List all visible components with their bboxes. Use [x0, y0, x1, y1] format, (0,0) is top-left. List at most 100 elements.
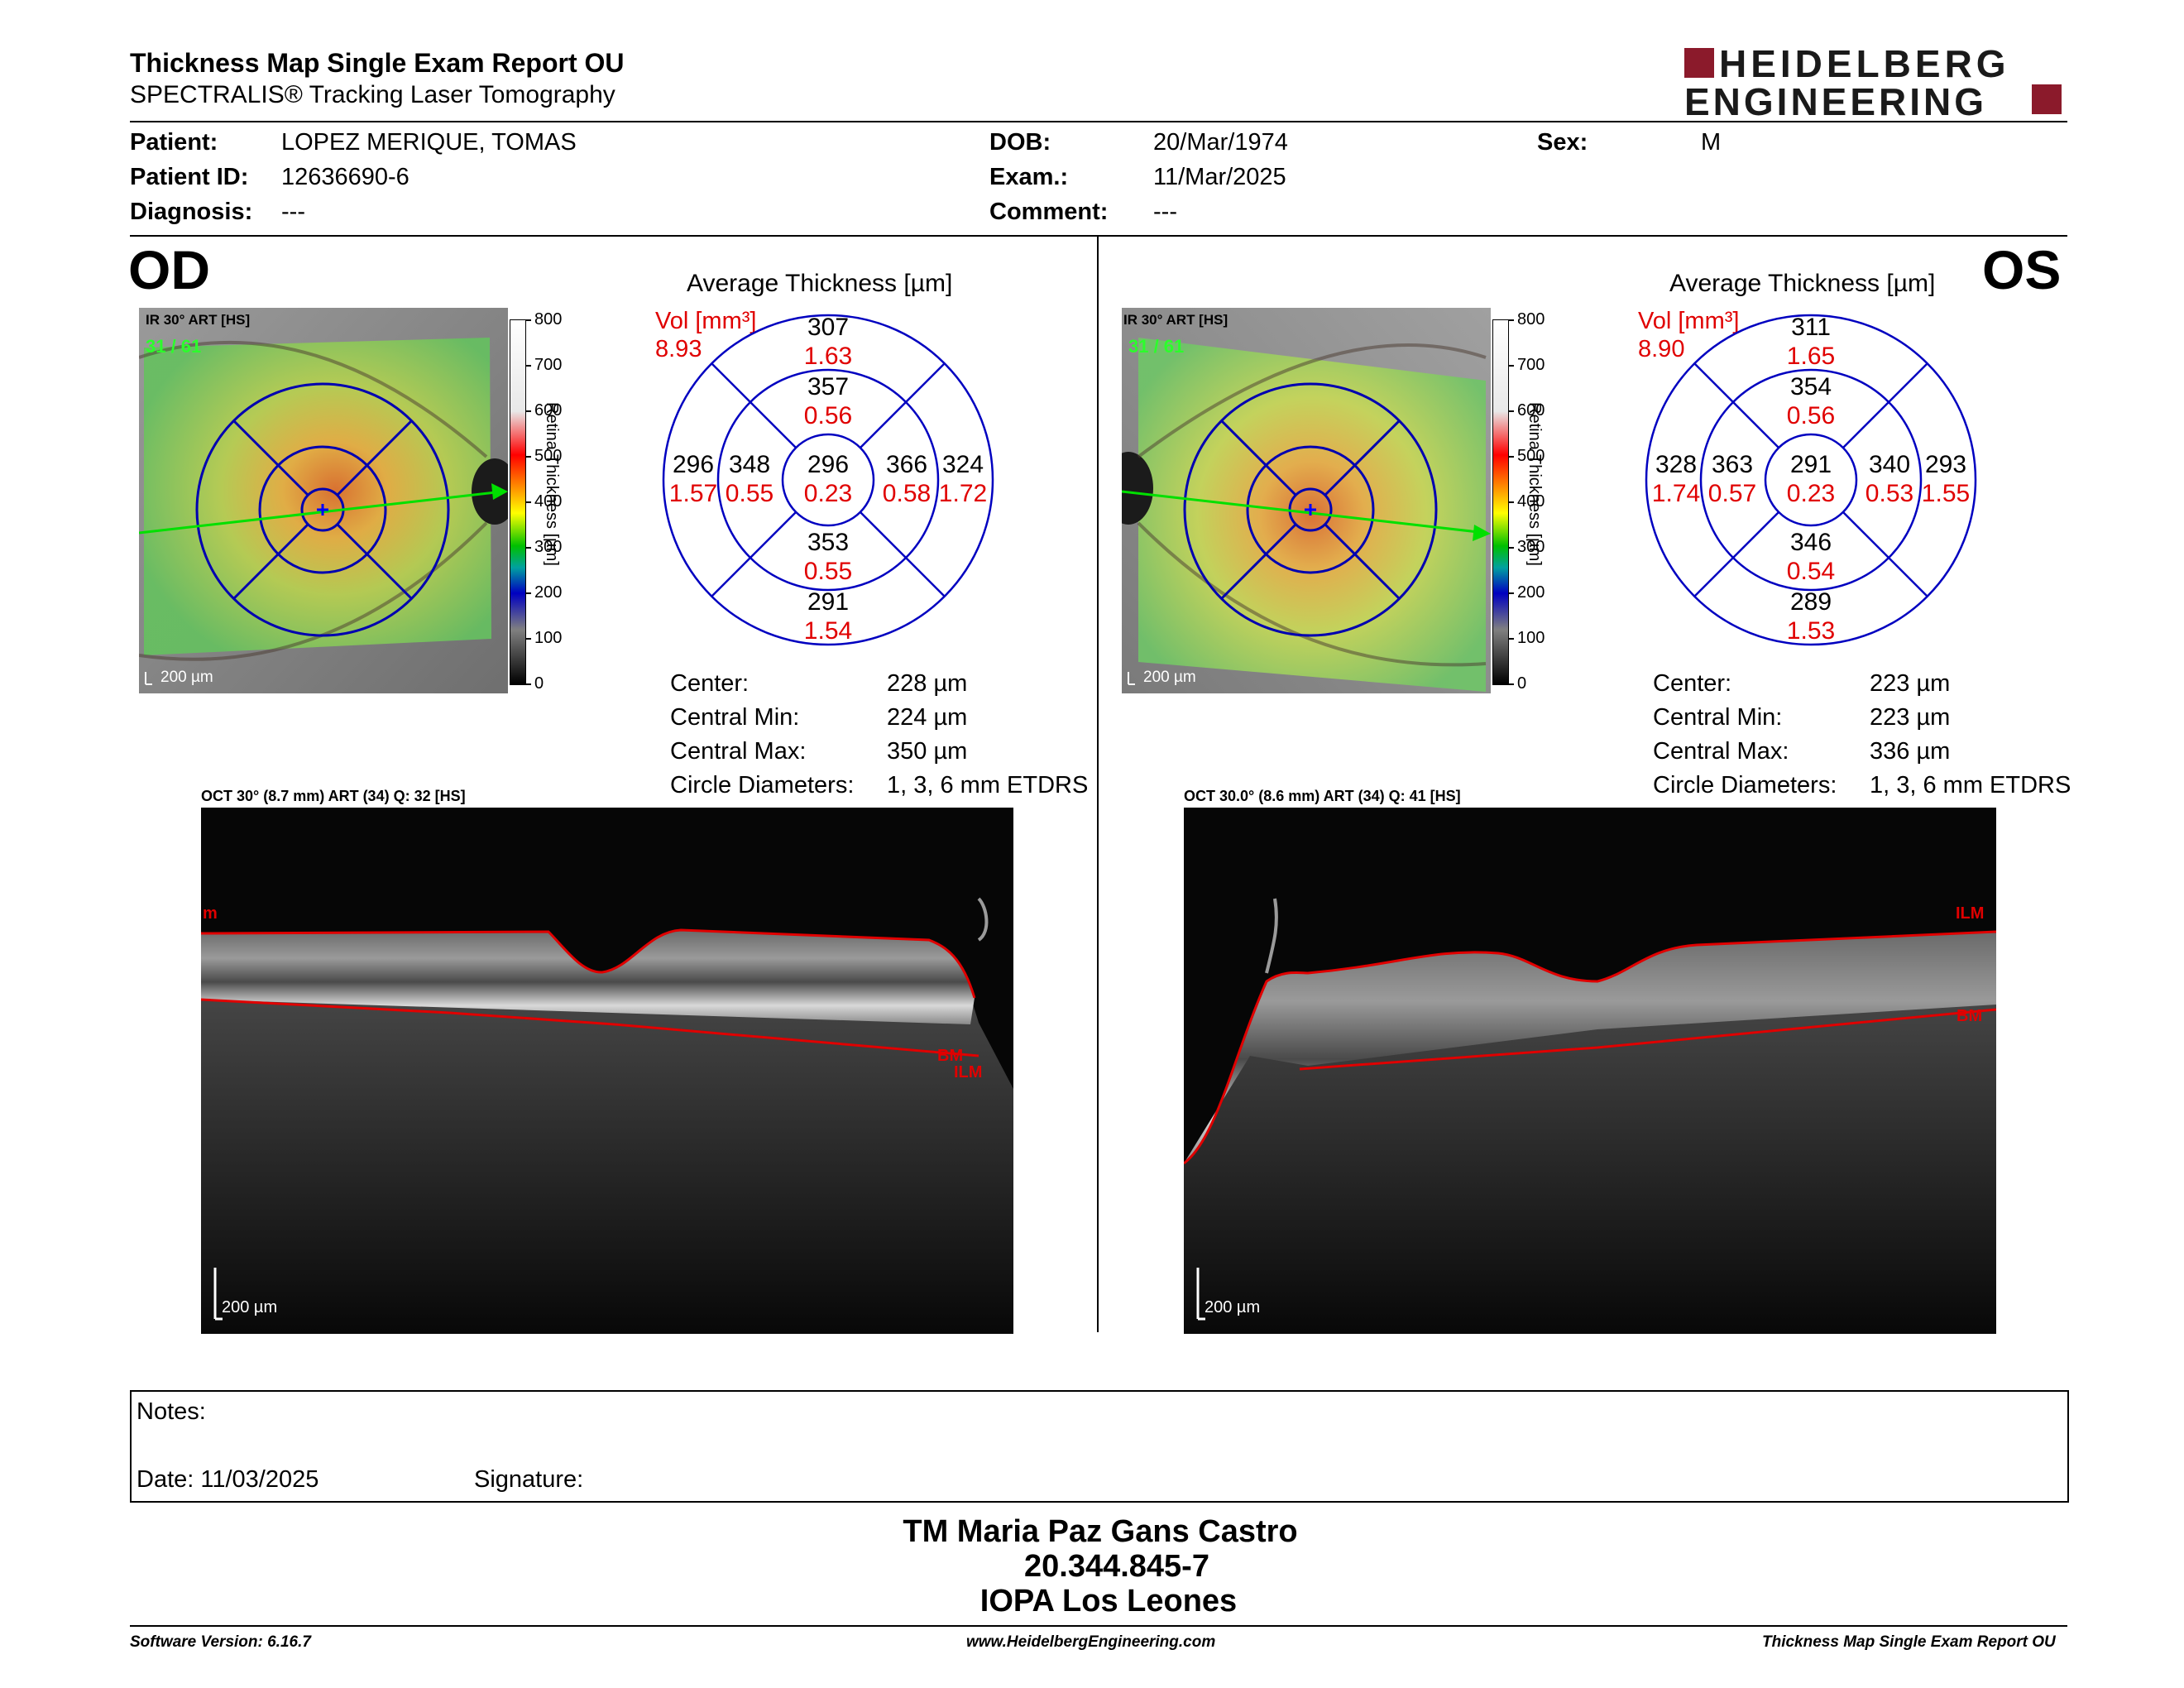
etdrs-thickness: 348	[728, 451, 771, 478]
patient-label: Patient:	[130, 129, 218, 156]
colorbar-tick-label: 600	[534, 401, 563, 420]
os-colorbar-label: Retina Thickness [µm]	[1525, 402, 1544, 566]
etdrs-volume: 1.55	[1921, 480, 1971, 507]
etdrs-thickness: 293	[1924, 451, 1967, 478]
comment-label: Comment:	[989, 199, 1109, 225]
stamp-name: TM Maria Paz Gans Castro	[903, 1514, 1298, 1549]
colorbar-tick-mark	[526, 365, 531, 367]
etdrs-volume: 0.54	[1786, 558, 1836, 585]
etdrs-thickness: 296	[672, 451, 715, 478]
od-thickness-map: IR 30° ART [HS] 31 / 61 200 µm	[138, 308, 518, 693]
od-etdrs-inner-nas: 366 0.58	[883, 450, 931, 508]
etdrs-thickness: 289	[1789, 588, 1832, 616]
etdrs-thickness: 324	[941, 451, 984, 478]
etdrs-volume: 0.58	[882, 480, 932, 507]
etdrs-volume: 1.74	[1651, 480, 1701, 507]
etdrs-volume: 0.23	[803, 480, 853, 507]
stat-label: Central Max:	[670, 738, 807, 765]
colorbar-tick-label: 300	[534, 538, 563, 556]
od-etdrs-inner-inf: 353 0.55	[804, 528, 852, 586]
colorbar-tick-label: 600	[1517, 401, 1545, 420]
os-vol-value: 8.90	[1638, 336, 1685, 362]
od-etdrs-grid: 307 1.63 357 0.56 296 0.23 348 0.55 366 0.58 …	[660, 306, 996, 647]
exam-label: Exam.:	[989, 164, 1069, 190]
os-oct-scan: ILM BM 200 µm	[1184, 808, 1996, 1334]
os-avg-title: Average Thickness [µm]	[1669, 270, 1936, 297]
etdrs-volume: 1.54	[803, 617, 853, 645]
colorbar-tick-mark	[1509, 547, 1514, 549]
notes-box[interactable]: Notes: Date: 11/03/2025 Signature:	[130, 1390, 2069, 1503]
os-etdrs-outer-sup: 311 1.65	[1787, 313, 1835, 371]
patient-id: 12636690-6	[281, 164, 410, 190]
od-etdrs-inner-sup: 357 0.56	[804, 372, 852, 430]
os-etdrs-grid: 311 1.65 354 0.56 291 0.23 363 0.57 340 0.53 …	[1643, 306, 1979, 647]
stat-value: 1, 3, 6 mm ETDRS	[1870, 772, 2071, 798]
patient-id-label: Patient ID:	[130, 164, 249, 190]
colorbar-tick-mark	[526, 501, 531, 503]
etdrs-volume: 0.53	[1865, 480, 1914, 507]
etdrs-thickness: 311	[1791, 314, 1831, 341]
od-seg-ilm-edge: m	[203, 904, 218, 923]
colorbar-tick-mark	[1509, 365, 1514, 367]
od-vol-label: Vol [mm³]	[655, 308, 757, 334]
stat-label: Center:	[1653, 670, 1732, 697]
etdrs-volume: 1.72	[938, 480, 988, 507]
colorbar-tick-label: 0	[1517, 674, 1527, 693]
os-oct-scale: 200 µm	[1205, 1298, 1260, 1316]
colorbar-tick-mark	[526, 547, 531, 549]
website-link[interactable]: www.HeidelbergEngineering.com	[966, 1633, 1216, 1651]
od-frame-counter: 31 / 61	[146, 336, 201, 357]
logo-square-bottom	[2032, 84, 2062, 114]
colorbar-tick-mark	[1509, 410, 1514, 412]
stat-label: Central Max:	[1653, 738, 1789, 765]
os-etdrs-outer-inf: 289 1.53	[1787, 587, 1835, 645]
software-version: Software Version: 6.16.7	[130, 1633, 311, 1651]
od-eye-label: OD	[128, 239, 210, 300]
os-eye-label: OS	[1982, 239, 2062, 300]
od-oct-label: OCT 30° (8.7 mm) ART (34) Q: 32 [HS]	[201, 788, 466, 804]
colorbar-tick-label: 400	[1517, 492, 1545, 511]
etdrs-volume: 0.23	[1786, 480, 1836, 507]
od-etdrs-outer-sup: 307 1.63	[804, 313, 852, 371]
etdrs-volume: 0.56	[1786, 402, 1836, 429]
os-etdrs-outer-temp: 293 1.55	[1922, 450, 1970, 508]
os-colorbar-gradient	[1492, 319, 1509, 685]
os-ir-image: IR 30° ART [HS] 31 / 61 200 µm	[1104, 308, 1491, 693]
stat-label: Central Min:	[670, 704, 800, 731]
etdrs-thickness: 353	[807, 529, 850, 556]
od-oct-scan: m BM ILM 200 µm	[201, 808, 1013, 1334]
etdrs-volume: 1.65	[1786, 343, 1836, 370]
stat-label: Circle Diameters:	[670, 772, 855, 798]
od-seg-bm: BM	[937, 1047, 963, 1065]
patient-rule	[130, 235, 2067, 237]
colorbar-tick-mark	[1509, 501, 1514, 503]
eye-divider	[1097, 237, 1099, 1332]
etdrs-thickness: 357	[807, 373, 850, 400]
colorbar-tick-mark	[526, 683, 531, 685]
etdrs-thickness: 354	[1789, 373, 1832, 400]
colorbar-tick-label: 800	[534, 310, 563, 328]
etdrs-thickness: 291	[1789, 451, 1832, 478]
logo-square-top	[1684, 48, 1714, 78]
od-stats: Center: 228 µm Central Min: 224 µm Central M…	[670, 670, 1117, 811]
etdrs-thickness: 340	[1868, 451, 1911, 478]
stat-label: Center:	[670, 670, 750, 697]
stat-value: 224 µm	[887, 704, 968, 731]
od-seg-ilm: ILM	[954, 1063, 982, 1081]
etdrs-thickness: 307	[807, 314, 850, 341]
os-etdrs-inner-temp: 340 0.53	[1866, 450, 1913, 508]
dob-label: DOB:	[989, 129, 1051, 156]
dob-value: 20/Mar/1974	[1153, 129, 1288, 156]
diagnosis-label: Diagnosis:	[130, 199, 253, 225]
colorbar-tick-mark	[1509, 456, 1514, 458]
etdrs-volume: 0.55	[803, 558, 853, 585]
colorbar-tick-label: 700	[1517, 356, 1545, 374]
colorbar-tick-label: 700	[534, 356, 563, 374]
colorbar-tick-mark	[526, 410, 531, 412]
etdrs-volume: 1.57	[668, 480, 718, 507]
colorbar-tick-label: 200	[1517, 583, 1545, 602]
etdrs-volume: 1.53	[1786, 617, 1836, 645]
stat-value: 228 µm	[887, 670, 968, 697]
colorbar-tick-mark	[1509, 592, 1514, 594]
logo-text-bottom: ENGINEERING	[1684, 80, 1988, 123]
